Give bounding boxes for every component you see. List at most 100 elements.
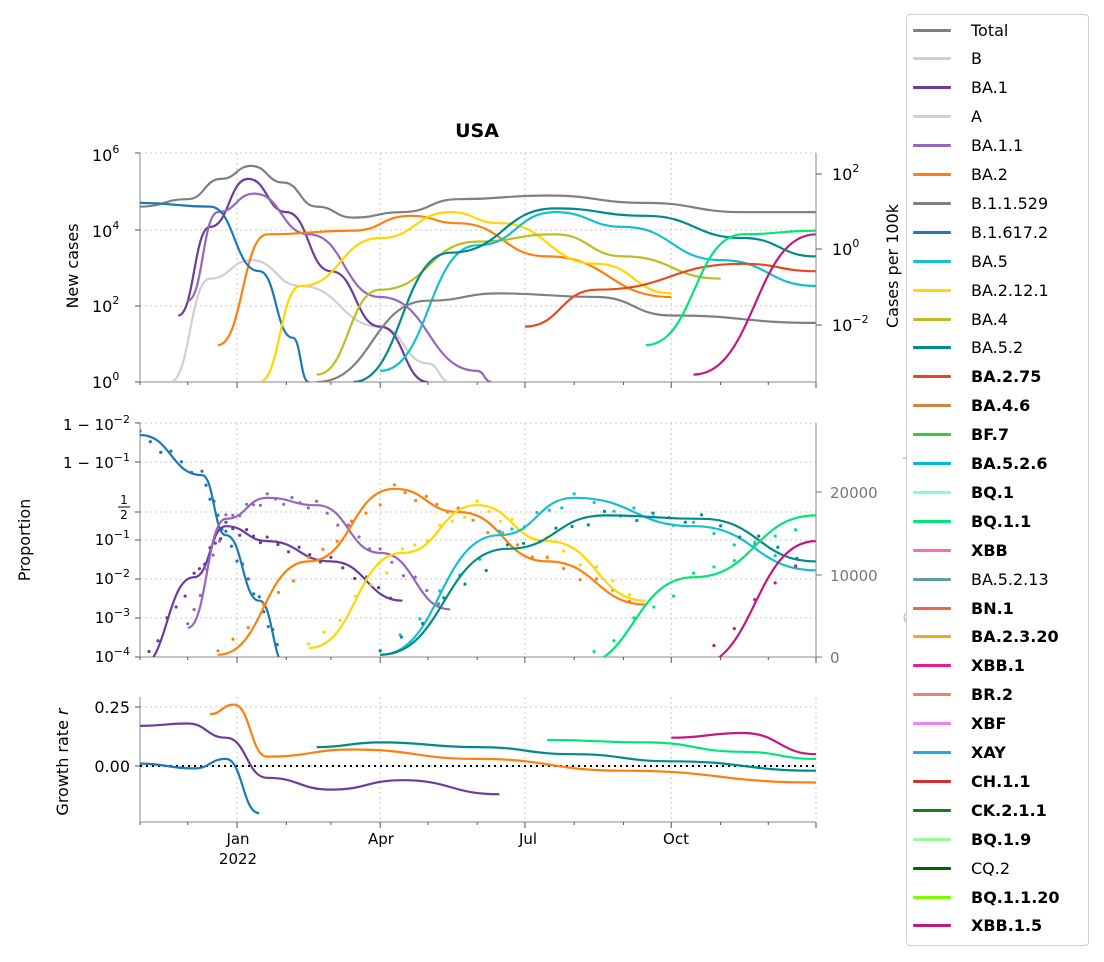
data-point: [357, 535, 361, 539]
legend-swatch: [913, 635, 951, 639]
ytick-label: 10−3: [95, 606, 130, 627]
series-line-ba-1-1: [187, 496, 451, 629]
data-point: [212, 499, 216, 503]
data-point: [392, 483, 397, 487]
legend-item: BN.1: [913, 594, 1014, 622]
legend-label: BA.2.75: [971, 367, 1042, 387]
legend-swatch: [913, 490, 951, 494]
data-point: [216, 649, 220, 653]
legend-item: BA.2: [913, 161, 1008, 189]
legend-swatch: [913, 173, 951, 176]
data-point: [290, 495, 294, 500]
data-point: [353, 594, 358, 599]
data-point: [200, 469, 204, 473]
data-point: [438, 523, 442, 527]
legend-item: XBB.1.5: [913, 912, 1042, 940]
legend-item: B.1.1.529: [913, 189, 1048, 217]
series-line-b-1-617-2: [140, 201, 310, 382]
data-point: [246, 577, 250, 581]
ytick-right-label: 0: [830, 649, 840, 667]
ytick-label: 10−4: [95, 645, 130, 666]
series-line-xbb-1-5: [717, 540, 816, 657]
series-line-ba-2: [217, 214, 672, 347]
legend-swatch: [913, 924, 951, 928]
data-point: [190, 470, 194, 475]
series-line-ba-5-2: [380, 514, 816, 656]
legend-swatch: [913, 779, 951, 783]
data-point: [627, 593, 632, 597]
data-point: [425, 588, 429, 593]
legend-item: CQ.2: [913, 854, 1010, 882]
legend-item: XBF: [913, 710, 1006, 738]
data-point: [691, 571, 696, 575]
legend-item: Total: [913, 16, 1008, 44]
ytick-label: 0.00: [94, 757, 130, 776]
data-point: [530, 555, 534, 559]
growth-yticks: 0.25 0.00: [94, 698, 130, 776]
data-point: [538, 540, 542, 544]
legend-label: BA.4.6: [971, 396, 1031, 416]
legend-label: B: [971, 49, 982, 69]
data-point: [635, 518, 639, 523]
data-point: [594, 565, 599, 569]
data-point: [174, 605, 178, 609]
legend-item: BQ.1.9: [913, 825, 1031, 853]
series-group: [140, 429, 816, 664]
data-point: [757, 534, 761, 538]
data-point: [611, 579, 615, 583]
legend-swatch: [913, 317, 951, 321]
data-point: [699, 513, 704, 517]
data-point: [573, 661, 576, 664]
data-point: [773, 534, 777, 538]
data-point: [266, 625, 270, 629]
data-point: [235, 559, 239, 563]
series-group: [140, 164, 816, 382]
data-point: [265, 492, 269, 496]
legend-item: BR.2: [913, 681, 1013, 709]
data-point: [484, 568, 488, 573]
data-point: [298, 501, 302, 505]
cases-right-ylabel: Cases per 100k: [883, 203, 902, 328]
data-point: [712, 531, 716, 536]
series-line-bq-1-1: [547, 738, 816, 760]
data-point: [261, 602, 265, 606]
legend-swatch: [913, 28, 951, 32]
data-point: [353, 576, 357, 581]
data-point: [276, 542, 280, 547]
legend-label: CQ.2: [971, 858, 1011, 878]
legend-item: BQ.1.1: [913, 507, 1031, 535]
legend-swatch: [913, 201, 951, 205]
data-point: [403, 491, 407, 495]
legend-item: BA.2.12.1: [913, 276, 1049, 304]
data-point: [245, 502, 249, 506]
cases-panel: [135, 152, 822, 388]
series-line-b-1-1-529: [316, 292, 816, 382]
series-line-ba-1: [140, 722, 500, 796]
data-point: [498, 519, 503, 523]
data-point: [346, 523, 350, 527]
data-point: [335, 539, 339, 543]
data-point: [399, 635, 403, 639]
data-point: [475, 499, 479, 503]
legend-label: XBB.1: [971, 656, 1025, 676]
legend-item: BA.1.1: [913, 132, 1023, 160]
data-point: [497, 529, 502, 533]
data-point: [297, 545, 301, 549]
legend-item: A: [913, 103, 982, 131]
data-point: [400, 547, 404, 551]
data-point: [592, 649, 596, 654]
data-point: [562, 549, 566, 553]
data-point: [291, 579, 296, 583]
data-point: [586, 523, 590, 527]
legend-swatch: [913, 462, 951, 465]
data-point: [463, 582, 467, 586]
ytick-right-label: 102: [832, 162, 859, 184]
data-point: [258, 503, 262, 507]
data-point: [505, 543, 509, 547]
data-point: [192, 608, 196, 612]
data-point: [436, 602, 441, 606]
data-point: [418, 617, 422, 621]
data-point: [651, 511, 655, 515]
ytick-label: 1 − 10−1: [63, 451, 130, 472]
series-line-ba-1-1: [187, 192, 492, 382]
